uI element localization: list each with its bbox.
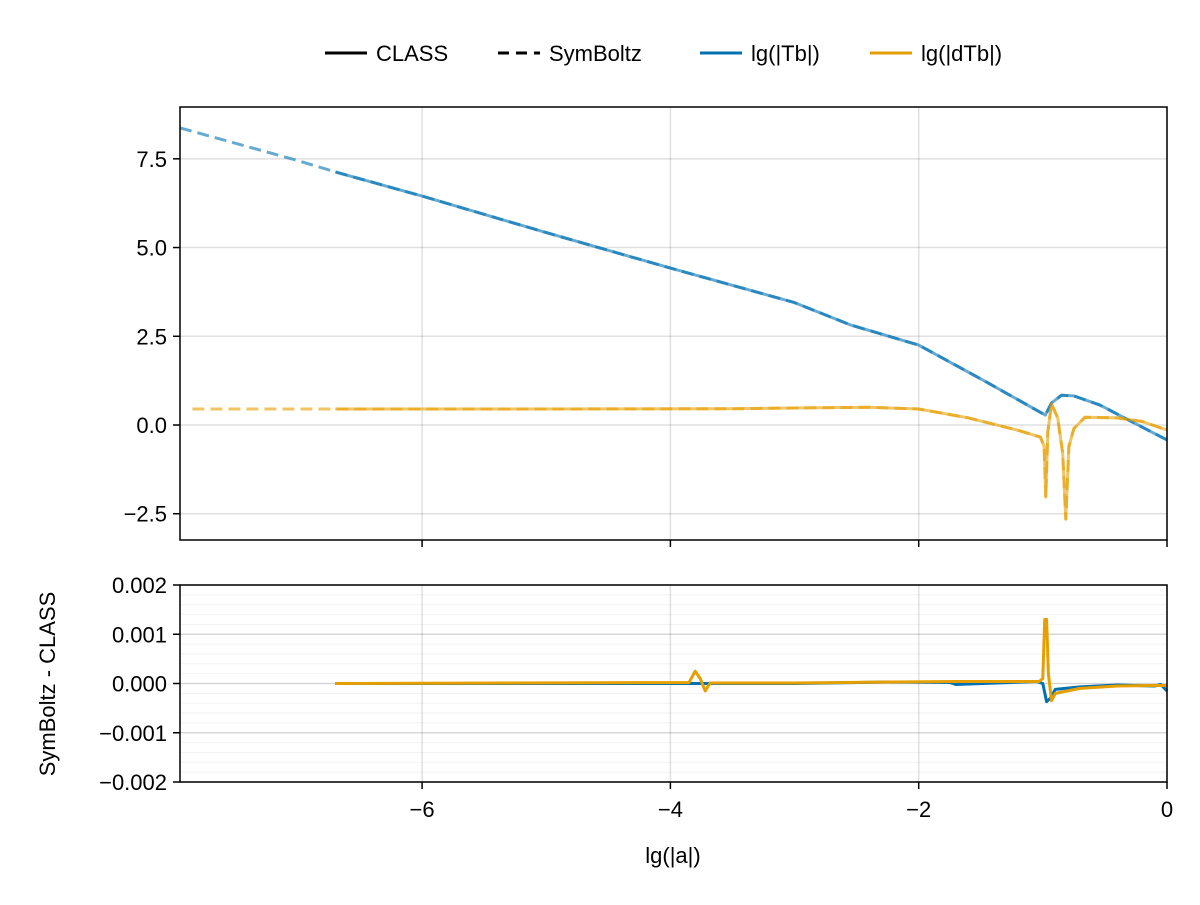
plot-frame: [179, 106, 1168, 541]
top-panel: −2.5 0.0 2.5 5.0 7.5: [124, 106, 1168, 547]
y-tick-label: −2.5: [124, 502, 167, 527]
x-axis-label: lg(|a|): [645, 843, 700, 868]
x-tick-label: −6: [410, 797, 435, 822]
series-line-diff-lgdTb: [335, 618, 1167, 703]
y-tick-label: −0.002: [99, 770, 167, 795]
series-line-CLASS-lgTb: [334, 170, 1168, 442]
x-tick-label: −2: [906, 797, 931, 822]
y-tick-label: 0.002: [112, 573, 167, 598]
series-line-SymBoltz-lgdTb: [192, 402, 1168, 521]
y-tick-label: 0.0: [136, 413, 167, 438]
x-tick-label: −4: [658, 797, 683, 822]
legend: CLASS SymBoltz lg(|Tb|) lg(|dTb|): [325, 41, 1002, 66]
y-tick-label: −0.001: [99, 721, 167, 746]
y-tick-label: 7.5: [136, 147, 167, 172]
y-axis-label: SymBoltz - CLASS: [35, 592, 60, 777]
series-line-CLASS-lgdTb: [335, 402, 1168, 521]
series-line-SymBoltz-lgTb: [179, 126, 1168, 442]
legend-label: CLASS: [376, 41, 448, 66]
y-tick-label: 2.5: [136, 324, 167, 349]
legend-label: SymBoltz: [549, 41, 642, 66]
bottom-panel: −6 −4 −2 0 −0.002 −0.001 0.000 0.001 0.002: [99, 573, 1173, 822]
y-tick-label: 5.0: [136, 236, 167, 261]
y-tick-label: 0.001: [112, 622, 167, 647]
legend-label: lg(|Tb|): [751, 41, 820, 66]
x-tick-label: 0: [1161, 797, 1173, 822]
y-tick-label: 0.000: [112, 672, 167, 697]
legend-label: lg(|dTb|): [921, 41, 1002, 66]
